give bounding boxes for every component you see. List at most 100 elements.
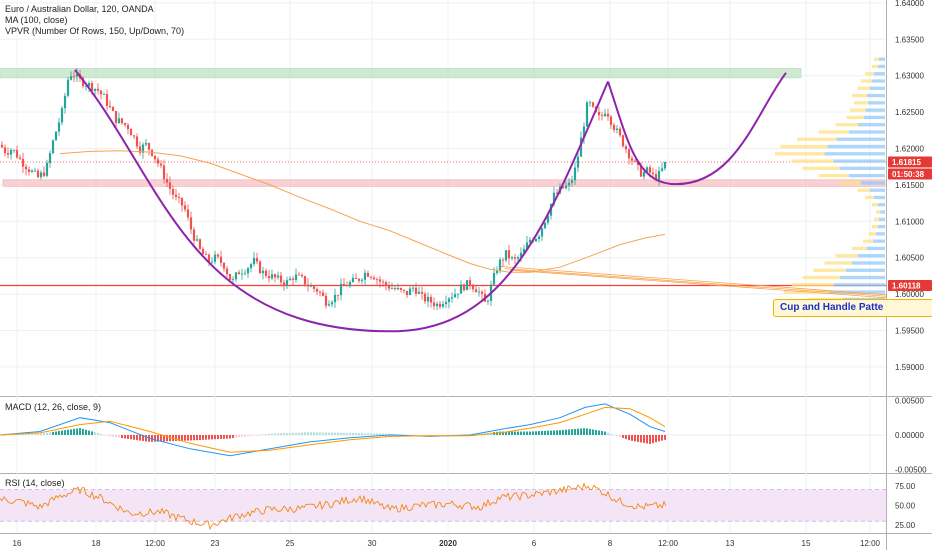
vp-down-bar (874, 217, 879, 221)
macd-histogram-bar (19, 434, 21, 435)
candle-up (456, 293, 460, 295)
macd-histogram-bar (655, 435, 657, 443)
candle-up (564, 185, 568, 189)
macd-histogram-bar (586, 428, 588, 435)
candle-down (633, 160, 637, 162)
macd-histogram-bar (112, 435, 114, 437)
macd-histogram-bar (214, 435, 216, 440)
macd-histogram-bar (340, 432, 342, 435)
candle-down (627, 149, 631, 159)
macd-histogram-bar (229, 435, 231, 439)
cup-and-handle-label[interactable]: Cup and Handle Patte (773, 299, 932, 317)
macd-histogram-bar (169, 435, 171, 442)
candle-down (147, 142, 151, 150)
last-price-tag-bg (888, 156, 932, 168)
macd-histogram-bar (367, 433, 369, 435)
candle-up (444, 302, 448, 305)
candle-down (393, 288, 397, 290)
macd-histogram-bar (301, 432, 303, 435)
macd-histogram-bar (136, 435, 138, 441)
macd-histogram-bar (415, 434, 417, 436)
vp-down-bar (849, 108, 866, 112)
macd-histogram-bar (508, 431, 510, 435)
macd-histogram-bar (289, 432, 291, 435)
candle-up (477, 291, 481, 293)
candle-up (213, 254, 217, 262)
macd-histogram-bar (631, 435, 633, 441)
vp-up-bar (869, 188, 885, 192)
macd-histogram-bar (502, 431, 504, 435)
candle-up (411, 287, 415, 289)
ma-100-line (59, 150, 666, 273)
time-tick-label: 12:00 (860, 539, 881, 548)
macd-histogram-bar (259, 434, 261, 436)
rsi-line (0, 482, 667, 531)
macd-histogram-bar (406, 434, 408, 436)
macd-histogram-bar (604, 431, 606, 435)
vp-up-bar (829, 290, 885, 294)
candle-up (117, 118, 121, 124)
vp-up-bar (877, 64, 885, 69)
vp-up-bar (833, 283, 885, 287)
macd-histogram-bar (664, 435, 666, 440)
macd-histogram-bar (373, 433, 375, 435)
trend-line (499, 266, 887, 296)
candle-down (420, 291, 424, 294)
macd-histogram-bar (217, 435, 219, 440)
candle-up (252, 257, 256, 265)
macd-histogram-bar (553, 430, 555, 435)
vp-down-bar (797, 137, 837, 141)
time-tick-label: 16 (13, 539, 22, 548)
vp-down-bar (868, 232, 876, 236)
legend-rsi: RSI (14, close) (5, 478, 65, 488)
candle-up (486, 300, 490, 302)
macd-histogram-bar (79, 428, 81, 435)
macd-histogram-bar (352, 432, 354, 435)
candle-up (450, 297, 454, 299)
macd-histogram-bar (634, 435, 636, 442)
candle-down (405, 290, 409, 296)
candle-up (492, 273, 496, 285)
macd-histogram-bar (361, 433, 363, 435)
candle-down (6, 153, 10, 155)
vp-up-bar (880, 210, 885, 214)
macd-histogram-bar (286, 433, 288, 435)
candle-down (183, 205, 187, 210)
candle-down (132, 135, 136, 137)
vp-down-bar (876, 210, 881, 214)
candle-up (339, 283, 343, 296)
candle-up (453, 294, 457, 298)
candle-down (207, 254, 211, 262)
macd-histogram-bar (61, 430, 63, 435)
candle-up (459, 284, 463, 294)
price-tick-label: 1.62000 (895, 145, 924, 154)
macd-histogram-bar (559, 430, 561, 435)
candle-down (291, 278, 295, 280)
vp-down-bar (871, 224, 878, 229)
candle-up (270, 274, 274, 279)
candle-up (396, 288, 400, 290)
candle-up (570, 180, 574, 183)
macd-histogram-bar (625, 435, 627, 440)
macd-histogram-bar (208, 435, 210, 440)
candle-down (381, 281, 385, 283)
price-tick-label: 1.61500 (895, 181, 924, 190)
vp-up-bar (878, 57, 885, 61)
macd-histogram-bar (37, 433, 39, 435)
vp-down-bar (860, 79, 872, 83)
macd-histogram-bar (187, 435, 189, 441)
candle-down (639, 164, 643, 177)
legend-macd: MACD (12, 26, close, 9) (5, 402, 102, 412)
vp-up-bar (848, 173, 885, 178)
candle-up (573, 167, 577, 181)
vp-down-bar (863, 239, 873, 243)
candle-up (657, 170, 661, 180)
candle-down (600, 115, 604, 116)
macd-histogram-bar (403, 434, 405, 435)
vp-down-bar (791, 283, 834, 287)
macd-histogram-bar (556, 430, 558, 435)
candle-up (144, 142, 148, 145)
time-tick-label: 30 (368, 539, 377, 548)
price-tick-label: 1.64000 (895, 0, 924, 8)
